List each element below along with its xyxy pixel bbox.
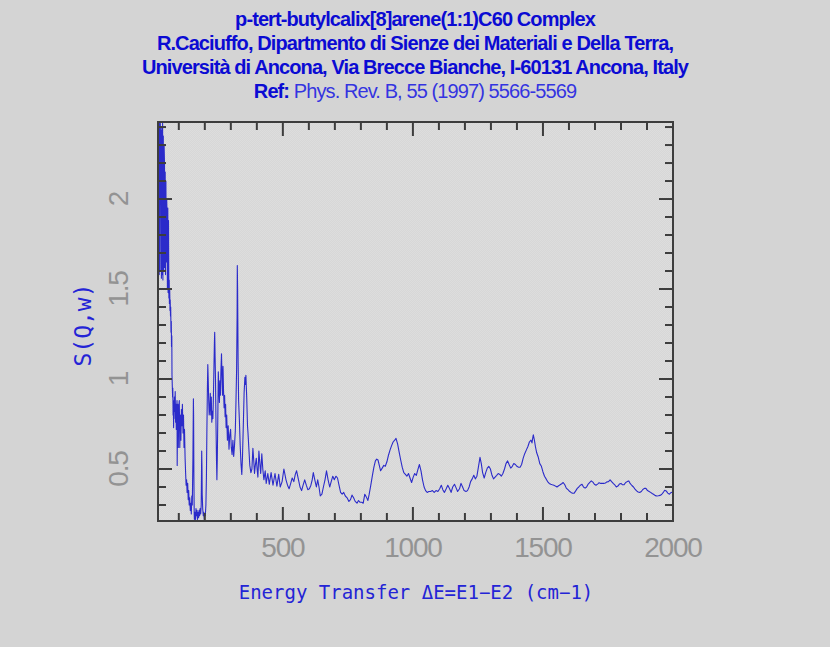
y-tick-label: 1 (103, 371, 134, 386)
y-tick-label: 0.5 (103, 451, 134, 487)
y-tick-label: 2 (103, 191, 134, 206)
y-axis-label: S(Q,w) (70, 283, 96, 366)
x-tick-label: 1000 (384, 532, 442, 563)
page: { "header": { "title": "p-tert-butylcali… (0, 0, 830, 647)
x-tick-label: 500 (261, 532, 305, 563)
spectrum-plot: 500 1000 1500 2000 0.5 1 1.5 2 (0, 0, 830, 647)
y-tick-label: 1.5 (103, 271, 134, 307)
x-tick-labels: 500 1000 1500 2000 (261, 532, 702, 563)
x-axis-label: Energy Transfer ΔE=E1−E2 (cm−1) (239, 581, 594, 603)
plot-area (158, 122, 673, 521)
y-tick-labels: 0.5 1 1.5 2 (103, 191, 134, 486)
x-tick-label: 1500 (514, 532, 572, 563)
x-tick-label: 2000 (644, 532, 702, 563)
